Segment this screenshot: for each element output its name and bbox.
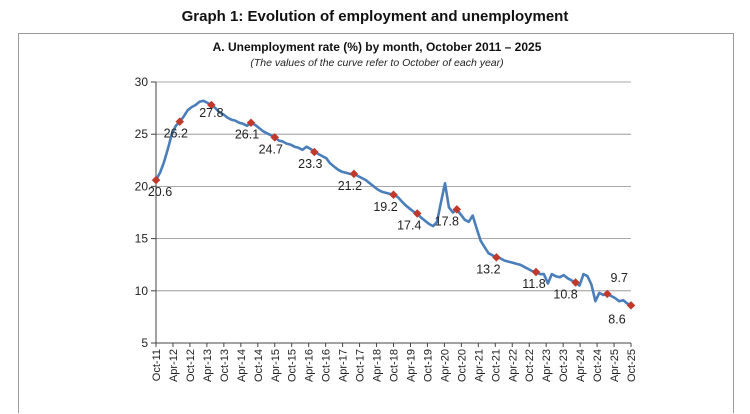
data-marker: [603, 289, 612, 299]
axes: 5 10 15 20 25 30 Oct-11 Apr-12 Oct-12 Apr-13 Oct-1…: [135, 75, 638, 382]
data-label: 26.1: [235, 128, 259, 142]
data-label: 21.2: [338, 179, 362, 193]
chart-subtitle: (The values of the curve refer to Octobe…: [250, 57, 503, 69]
data-label: 27.8: [199, 106, 223, 120]
data-label: 24.7: [259, 142, 283, 156]
chart-title: A. Unemployment rate (%) by month, Octob…: [213, 40, 542, 54]
x-tick-label: Oct-19: [422, 349, 434, 382]
x-tick-label: Apr-23: [541, 349, 553, 382]
data-marker: [492, 253, 501, 262]
x-tick-label: Apr-14: [236, 349, 248, 382]
page-title: Graph 1: Evolution of employment and une…: [181, 8, 569, 25]
data-label: 13.2: [476, 262, 500, 276]
y-tick-label: 20: [135, 179, 149, 193]
x-tick-label: Apr-22: [507, 349, 519, 382]
x-tick-label: Oct-12: [185, 349, 197, 382]
x-tick-label: Apr-16: [304, 349, 316, 382]
x-tick-label: Apr-24: [575, 349, 587, 382]
data-labels: 20.6 26.2 27.8 26.124.7 23.3 21.2 19.217.4 17.8…: [148, 106, 628, 326]
data-marker: [571, 278, 580, 287]
x-tick-label: Apr-12: [168, 349, 180, 382]
data-marker: [175, 117, 184, 126]
x-tick-label: Apr-17: [338, 349, 350, 382]
x-tick-label: Oct-13: [219, 349, 231, 382]
data-marker: [207, 100, 216, 110]
x-tick-label: Oct-25: [626, 349, 638, 382]
x-tick-label: Oct-20: [456, 349, 468, 382]
x-tick-label: Apr-15: [270, 349, 282, 382]
x-tick-label: Oct-14: [253, 349, 265, 382]
gridlines: [156, 81, 631, 292]
data-label: 10.8: [553, 287, 577, 301]
x-tick-label: Apr-20: [439, 349, 451, 382]
data-marker: [531, 267, 541, 277]
x-tick-label: Apr-13: [202, 349, 214, 382]
data-label: 26.2: [164, 127, 188, 141]
markers: [151, 100, 636, 310]
unemployment-chart: A. Unemployment rate (%) by month, Octob…: [135, 40, 638, 382]
x-tick-label: Apr-25: [609, 349, 621, 382]
data-label: 17.8: [435, 214, 459, 228]
y-tick-label: 30: [135, 75, 149, 89]
chart-frame: A. Unemployment rate (%) by month, Octob…: [18, 33, 734, 413]
data-label: 19.2: [373, 200, 397, 214]
x-tick-label: Apr-19: [405, 349, 417, 382]
x-tick-label: Oct-22: [524, 349, 536, 382]
data-label: 11.8: [522, 277, 545, 291]
x-tick-label: Oct-18: [389, 349, 401, 382]
data-label: 20.6: [148, 185, 172, 199]
data-marker: [349, 169, 359, 179]
data-marker: [389, 190, 398, 199]
x-tick-label: Oct-17: [355, 349, 367, 382]
data-label: 8.6: [608, 312, 625, 326]
data-marker: [452, 205, 462, 214]
y-tick-label: 5: [141, 336, 148, 350]
x-tick-label: Apr-18: [372, 349, 384, 382]
y-tick-label: 15: [135, 232, 149, 246]
y-tick-label: 10: [135, 284, 149, 298]
data-marker: [310, 147, 319, 157]
x-tick-label: Oct-16: [321, 349, 333, 382]
x-tick-label: Apr-21: [473, 349, 485, 382]
data-marker: [246, 118, 256, 127]
x-tick-label: Oct-21: [490, 349, 502, 382]
data-marker: [151, 175, 161, 185]
y-tick-label: 25: [135, 127, 149, 141]
x-tick-label: Oct-23: [558, 349, 570, 382]
data-label: 17.4: [397, 219, 421, 233]
data-label: 9.7: [611, 271, 628, 285]
x-tick-label: Oct-15: [287, 349, 299, 382]
data-marker: [270, 133, 279, 142]
data-marker: [413, 209, 422, 218]
data-label: 23.3: [298, 157, 322, 171]
x-tick-label: Oct-11: [151, 349, 163, 381]
data-marker: [626, 301, 636, 310]
x-tick-label: Oct-24: [592, 349, 604, 382]
